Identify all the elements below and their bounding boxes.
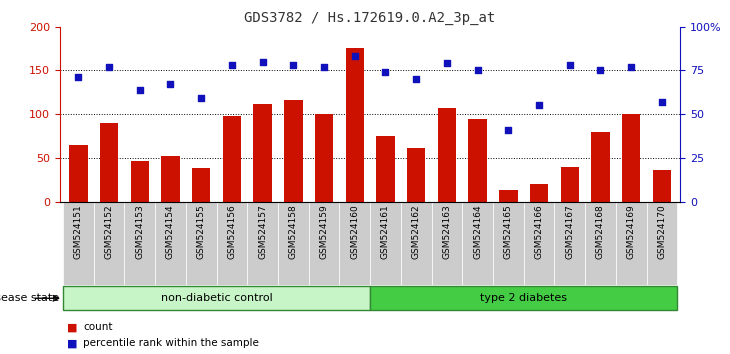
Bar xyxy=(622,114,640,202)
Point xyxy=(626,64,637,70)
Bar xyxy=(63,286,370,310)
Point xyxy=(472,68,483,73)
Text: GSM524159: GSM524159 xyxy=(320,204,328,259)
Bar xyxy=(315,114,334,202)
Bar xyxy=(499,189,518,202)
Text: type 2 diabetes: type 2 diabetes xyxy=(480,293,567,303)
Bar xyxy=(93,202,124,285)
Bar xyxy=(438,108,456,202)
Bar xyxy=(530,184,548,202)
Text: GSM524151: GSM524151 xyxy=(74,204,82,259)
Bar xyxy=(493,202,523,285)
Text: count: count xyxy=(83,322,112,332)
Text: GSM524167: GSM524167 xyxy=(565,204,575,259)
Bar xyxy=(100,123,118,202)
Bar xyxy=(284,100,302,202)
Point xyxy=(226,62,238,68)
Text: GDS3782 / Hs.172619.0.A2_3p_at: GDS3782 / Hs.172619.0.A2_3p_at xyxy=(245,11,496,25)
Bar xyxy=(462,202,493,285)
Bar xyxy=(401,202,431,285)
Bar xyxy=(647,202,677,285)
Text: GSM524166: GSM524166 xyxy=(534,204,544,259)
Point xyxy=(134,87,145,92)
Bar xyxy=(376,136,395,202)
Bar xyxy=(278,202,309,285)
Bar xyxy=(653,170,671,202)
Text: GSM524163: GSM524163 xyxy=(442,204,451,259)
Point xyxy=(533,103,545,108)
Point xyxy=(380,69,391,75)
Bar xyxy=(223,116,241,202)
Bar xyxy=(339,202,370,285)
Point xyxy=(441,61,453,66)
Bar xyxy=(407,148,426,202)
Text: GSM524160: GSM524160 xyxy=(350,204,359,259)
Bar xyxy=(616,202,647,285)
Bar xyxy=(217,202,247,285)
Bar xyxy=(554,202,585,285)
Bar xyxy=(370,202,401,285)
Point xyxy=(656,99,668,105)
Point xyxy=(595,68,607,73)
Point xyxy=(564,62,576,68)
Text: GSM524165: GSM524165 xyxy=(504,204,513,259)
Text: GSM524169: GSM524169 xyxy=(627,204,636,259)
Bar xyxy=(192,169,210,202)
Text: GSM524154: GSM524154 xyxy=(166,204,175,259)
Text: GSM524170: GSM524170 xyxy=(658,204,666,259)
Bar xyxy=(161,156,180,202)
Text: disease state: disease state xyxy=(0,293,59,303)
Text: GSM524164: GSM524164 xyxy=(473,204,482,259)
Bar xyxy=(247,202,278,285)
Bar xyxy=(523,202,554,285)
Bar xyxy=(431,202,462,285)
Bar xyxy=(345,48,364,202)
Bar xyxy=(155,202,186,285)
Bar xyxy=(63,202,93,285)
Text: GSM524153: GSM524153 xyxy=(135,204,145,259)
Point xyxy=(164,81,176,87)
Text: GSM524152: GSM524152 xyxy=(104,204,113,259)
Point xyxy=(502,127,514,133)
Point xyxy=(410,76,422,82)
Text: ■: ■ xyxy=(67,322,77,332)
Bar xyxy=(591,132,610,202)
Bar xyxy=(469,119,487,202)
Text: GSM524168: GSM524168 xyxy=(596,204,605,259)
Bar xyxy=(124,202,155,285)
Text: ■: ■ xyxy=(67,338,77,348)
Bar xyxy=(561,167,579,202)
Point xyxy=(288,62,299,68)
Text: GSM524156: GSM524156 xyxy=(227,204,237,259)
Bar xyxy=(253,104,272,202)
Bar xyxy=(69,145,88,202)
Text: non-diabetic control: non-diabetic control xyxy=(161,293,272,303)
Text: percentile rank within the sample: percentile rank within the sample xyxy=(83,338,259,348)
Point xyxy=(196,96,207,101)
Text: GSM524162: GSM524162 xyxy=(412,204,420,259)
Bar xyxy=(370,286,677,310)
Bar xyxy=(585,202,616,285)
Bar xyxy=(186,202,217,285)
Text: GSM524161: GSM524161 xyxy=(381,204,390,259)
Text: GSM524155: GSM524155 xyxy=(196,204,206,259)
Point xyxy=(103,64,115,70)
Text: GSM524158: GSM524158 xyxy=(289,204,298,259)
Bar xyxy=(309,202,339,285)
Point xyxy=(257,59,269,64)
Point xyxy=(349,53,361,59)
Point xyxy=(318,64,330,70)
Point xyxy=(72,75,84,80)
Text: GSM524157: GSM524157 xyxy=(258,204,267,259)
Bar xyxy=(131,161,149,202)
